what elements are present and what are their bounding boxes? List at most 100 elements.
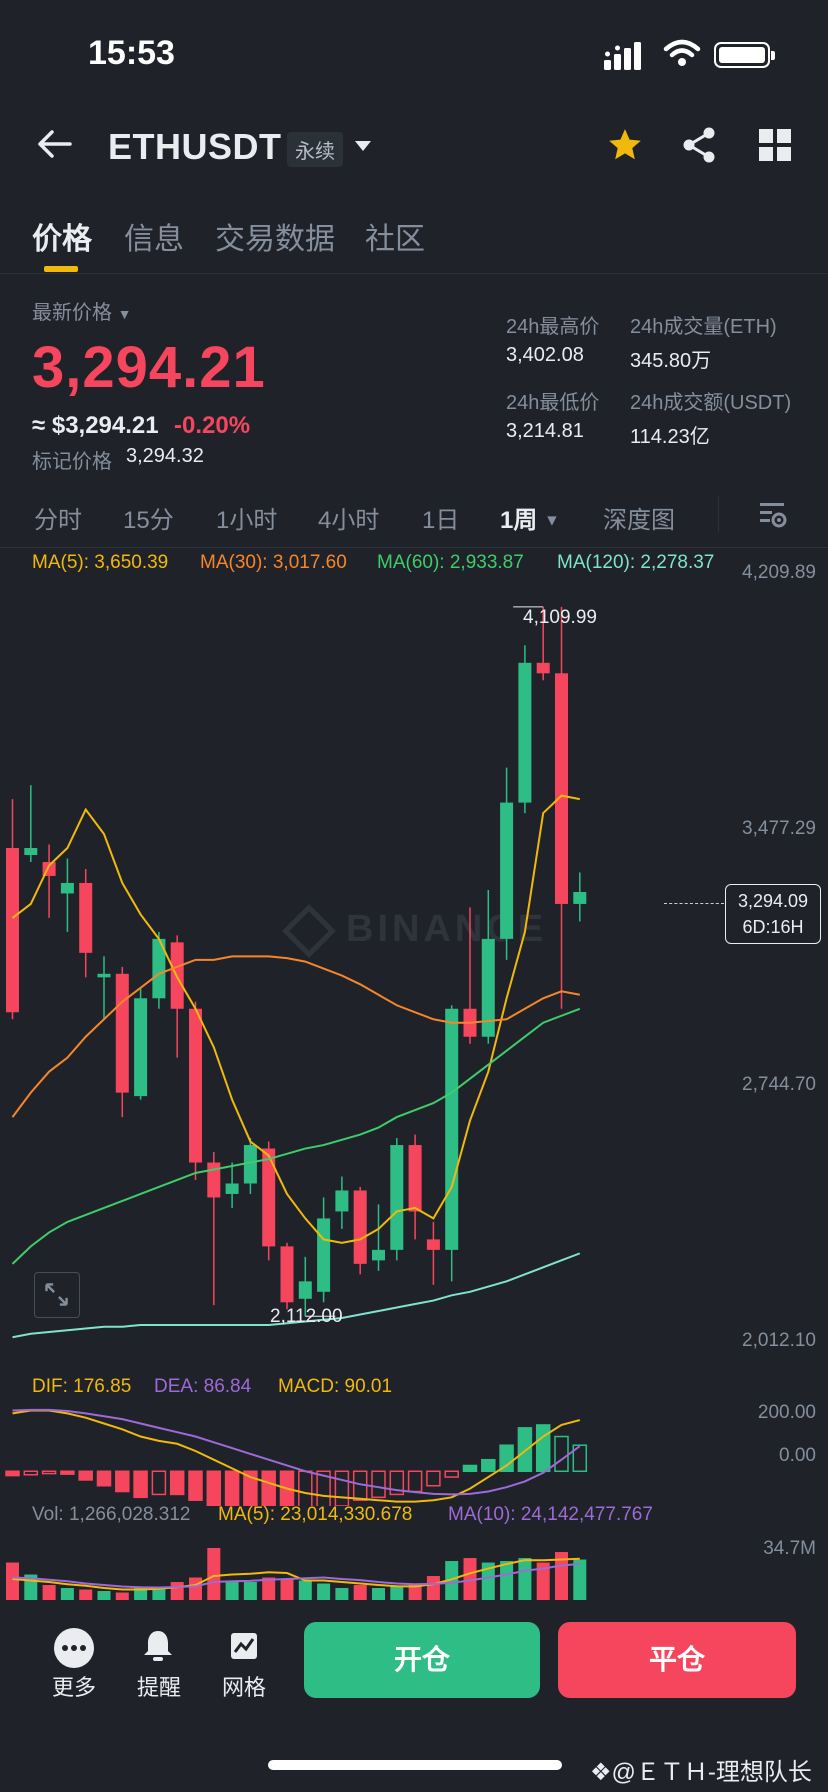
grid-label[interactable]: 网格: [222, 1675, 267, 1700]
candle-body: [24, 848, 38, 856]
moving-average-line: [11, 1007, 581, 1265]
tf-time-sharing[interactable]: 分时: [34, 507, 82, 534]
candle-body: [6, 848, 19, 1013]
alert-label[interactable]: 提醒: [137, 1675, 182, 1700]
symbol-title[interactable]: ETHUSDT: [108, 126, 282, 167]
candle-body: [408, 1145, 422, 1212]
more-icon[interactable]: [54, 1628, 94, 1668]
grid-menu-icon[interactable]: [758, 128, 792, 162]
macd-histogram-bar: [535, 1424, 551, 1473]
turnover-value: 114.23亿: [630, 426, 710, 448]
signal-icon: [604, 42, 641, 70]
macd-histogram-bar: [169, 1470, 185, 1496]
latest-price-label[interactable]: 最新价格 ▼: [32, 302, 132, 324]
tab-trading-data[interactable]: 交易数据: [215, 223, 335, 256]
volume-bar: [573, 1559, 587, 1600]
macd-legend: MACD: 90.01: [278, 1376, 393, 1397]
back-arrow-icon[interactable]: [34, 124, 74, 164]
candle-body: [97, 973, 111, 978]
more-label[interactable]: 更多: [52, 1675, 97, 1700]
price-axis-tick: 2,012.10: [742, 1330, 816, 1351]
macd-histogram-bar: [60, 1470, 75, 1475]
moving-average-line: [12, 1252, 581, 1339]
divider: [718, 496, 719, 532]
candle-body: [298, 1281, 312, 1299]
macd-histogram-bar: [554, 1435, 569, 1473]
volume-bar: [42, 1585, 56, 1600]
contract-type-badge: 永续: [287, 132, 343, 167]
ma60-legend: MA(60): 2,933.87: [377, 552, 524, 573]
turnover-label: 24h成交额(USDT): [630, 392, 792, 414]
candle-body: [426, 1239, 440, 1250]
macd-histogram-bar: [298, 1470, 313, 1506]
share-icon[interactable]: [680, 126, 718, 164]
candle-body: [79, 882, 93, 953]
usd-price: ≈ $3,294.21: [32, 412, 159, 439]
candle-body: [390, 1145, 404, 1250]
candle-body: [317, 1218, 331, 1292]
macd-histogram-bar: [188, 1470, 203, 1501]
volume-ma10-legend: MA(10): 24,142,477.767: [448, 1504, 653, 1525]
symbol-dropdown-icon[interactable]: [355, 141, 371, 151]
volume-bar: [207, 1548, 221, 1600]
macd-histogram-bar: [572, 1444, 588, 1473]
tf-1h[interactable]: 1小时: [216, 507, 278, 534]
dif-legend: DIF: 176.85: [32, 1376, 132, 1397]
chart-settings-icon[interactable]: [758, 500, 788, 530]
volume-bar: [60, 1588, 74, 1600]
candle-body: [372, 1249, 385, 1261]
tab-community[interactable]: 社区: [365, 223, 425, 256]
favorite-star-icon[interactable]: [606, 126, 644, 164]
macd-histogram-bar: [78, 1470, 93, 1481]
macd-histogram-bar: [316, 1470, 331, 1506]
tf-depth-chart[interactable]: 深度图: [603, 507, 675, 534]
tab-price[interactable]: 价格: [32, 223, 92, 256]
candle-body: [262, 1148, 276, 1247]
low-marker-label: 2,112.00: [270, 1306, 343, 1327]
volume-bar: [353, 1585, 367, 1600]
close-position-button[interactable]: 平仓: [558, 1622, 796, 1698]
macd-histogram-bar: [371, 1470, 386, 1499]
expand-icon: [45, 1283, 68, 1306]
divider: [0, 273, 828, 274]
high-marker-label: 4,109.99: [523, 607, 597, 628]
macd-histogram-bar: [481, 1458, 496, 1473]
tf-1d[interactable]: 1日: [422, 507, 460, 534]
candle-body: [481, 938, 495, 1037]
fullscreen-button[interactable]: [34, 1272, 80, 1318]
candlestick-chart[interactable]: [0, 540, 720, 1340]
active-tab-indicator: [44, 266, 78, 272]
high-label: 24h最高价: [506, 316, 600, 338]
macd-axis-tick: 0.00: [779, 1445, 816, 1466]
candle-body: [500, 802, 514, 939]
volume-bar: [262, 1577, 276, 1600]
volume-bar: [426, 1576, 440, 1600]
macd-chart: [5, 1408, 588, 1506]
open-position-button[interactable]: 开仓: [304, 1622, 540, 1698]
dea-line: [12, 1408, 581, 1496]
macd-histogram-bar: [115, 1470, 130, 1493]
tf-15m[interactable]: 15分: [123, 507, 174, 534]
macd-histogram-bar: [517, 1427, 533, 1473]
status-bar: 15:53: [0, 0, 828, 110]
volume-ma10-line: [12, 1562, 580, 1589]
macd-histogram-bar: [224, 1470, 240, 1506]
tf-1w[interactable]: 1周 ▼: [500, 507, 560, 534]
status-time: 15:53: [88, 34, 175, 72]
volume-bar: [298, 1580, 312, 1600]
volume-bar: [115, 1592, 129, 1600]
tf-4h[interactable]: 4小时: [318, 507, 380, 534]
tab-info[interactable]: 信息: [124, 223, 184, 256]
volume-bar: [390, 1586, 404, 1600]
mark-price: 3,294.32: [126, 445, 204, 467]
volume-legend: Vol: 1,266,028.312: [32, 1504, 191, 1525]
volume-chart: [6, 1548, 587, 1600]
bell-icon[interactable]: [140, 1628, 176, 1664]
candle-body: [60, 882, 74, 894]
grid-trading-icon[interactable]: [226, 1628, 262, 1664]
volume-bar: [79, 1589, 93, 1600]
low-value: 3,214.81: [506, 420, 584, 442]
macd-histogram-bar: [462, 1464, 478, 1473]
volume-bar: [372, 1588, 385, 1600]
macd-histogram-bar: [407, 1470, 423, 1493]
